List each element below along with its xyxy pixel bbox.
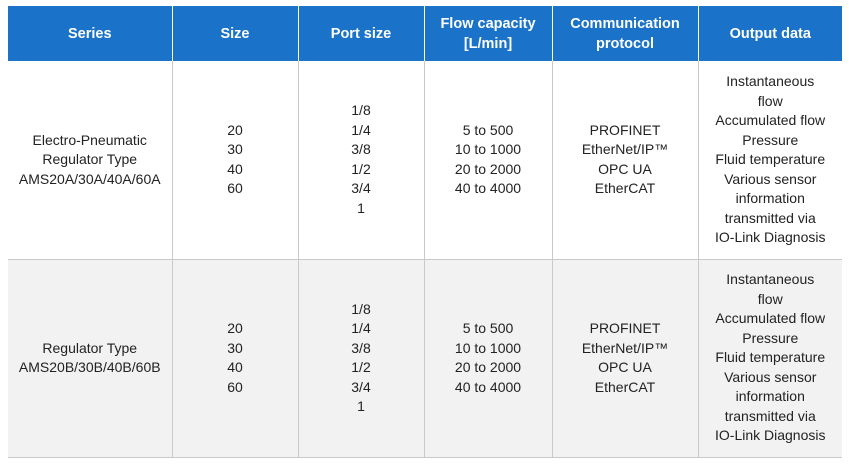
cell-output-data: Instantaneous flow Accumulated flow Pres… [697, 61, 842, 260]
cell-line: AMS20B/30B/40B/60B [18, 359, 161, 375]
cell-line: 40 to 4000 [454, 378, 522, 395]
cell-line: 3/4 [351, 378, 371, 395]
cell-line: transmitted via [724, 407, 816, 424]
cell-flow-capacity: 5 to 500 10 to 1000 20 to 2000 40 to 400… [423, 259, 552, 458]
header-series-label: Series [67, 25, 112, 42]
cell-line: 40 to 4000 [454, 180, 522, 197]
cell-line: Instantaneous [726, 271, 815, 288]
cell-line: 1/8 [351, 300, 371, 317]
header-series: Series [8, 6, 172, 61]
cell-line: 3/8 [351, 339, 371, 356]
header-output-data: Output data [697, 6, 842, 61]
table-row: Electro-Pneumatic Regulator Type AMS20A/… [8, 61, 842, 260]
product-spec-table: Series Size Port size Flow capacity [L/m… [8, 6, 842, 458]
cell-line: flow [757, 92, 783, 109]
cell-line: EtherCAT [594, 378, 656, 395]
cell-line: 10 to 1000 [454, 339, 522, 356]
cell-line: 3/4 [351, 180, 371, 197]
cell-line: EtherNet/IP™ [581, 141, 669, 158]
cell-line: Pressure [742, 131, 799, 148]
cell-line: 20 to 2000 [454, 359, 522, 375]
header-flow-capacity: Flow capacity [L/min] [423, 6, 552, 61]
cell-line: 20 [227, 121, 243, 138]
cell-line: 1/2 [351, 160, 371, 177]
cell-protocol: PROFINET EtherNet/IP™ OPC UA EtherCAT [551, 61, 698, 260]
cell-line: PROFINET [589, 121, 661, 138]
cell-line: 1 [357, 199, 365, 216]
cell-line: Fluid temperature [715, 349, 826, 366]
cell-line: 30 [227, 339, 243, 356]
cell-line: Accumulated flow [715, 112, 826, 128]
cell-flow-capacity: 5 to 500 10 to 1000 20 to 2000 40 to 400… [423, 61, 552, 260]
cell-line: 60 [227, 378, 243, 395]
cell-line: 5 to 500 [462, 121, 514, 138]
cell-line: 20 [227, 320, 243, 336]
cell-port-size: 1/8 1/4 3/8 1/2 3/4 1 [297, 61, 424, 260]
cell-size: 20 30 40 60 [171, 61, 298, 260]
cell-line: Various sensor [724, 170, 817, 187]
cell-line: OPC UA [598, 359, 652, 375]
header-flow-capacity-unit: [L/min] [463, 35, 513, 52]
cell-line: 1/4 [351, 121, 371, 138]
table-row: Regulator Type AMS20B/30B/40B/60B 20 30 … [8, 259, 842, 458]
cell-line: Electro-Pneumatic [32, 131, 147, 148]
cell-line: EtherCAT [594, 180, 656, 197]
header-output-data-label: Output data [729, 25, 811, 42]
cell-line: Regulator Type [42, 339, 138, 356]
cell-line: Fluid temperature [715, 151, 826, 167]
cell-line: 1 [357, 398, 365, 414]
cell-line: 1/8 [351, 102, 371, 119]
header-size-label: Size [220, 25, 250, 42]
cell-line: 60 [227, 180, 243, 197]
cell-line: 40 [227, 359, 243, 375]
table-header-row: Series Size Port size Flow capacity [L/m… [8, 6, 842, 61]
header-protocol-label-line1: Communication [570, 15, 680, 32]
cell-line: 30 [227, 141, 243, 158]
cell-line: Regulator Type [42, 151, 138, 167]
cell-line: PROFINET [589, 320, 661, 336]
cell-line: AMS20A/30A/40A/60A [18, 170, 161, 187]
cell-line: information [735, 388, 805, 405]
cell-port-size: 1/8 1/4 3/8 1/2 3/4 1 [297, 259, 424, 458]
cell-protocol: PROFINET EtherNet/IP™ OPC UA EtherCAT [551, 259, 698, 458]
cell-size: 20 30 40 60 [171, 259, 298, 458]
cell-line: 10 to 1000 [454, 141, 522, 158]
cell-line: 40 [227, 160, 243, 177]
cell-line: 20 to 2000 [454, 160, 522, 177]
cell-line: IO-Link Diagnosis [715, 229, 826, 245]
cell-line: 5 to 500 [462, 320, 514, 336]
header-flow-capacity-label: Flow capacity [440, 15, 536, 32]
cell-line: Instantaneous [726, 73, 815, 89]
cell-line: information [735, 190, 805, 206]
header-communication-protocol: Communication protocol [551, 6, 698, 61]
header-size: Size [171, 6, 298, 61]
header-port-size: Port size [297, 6, 424, 61]
cell-line: flow [757, 290, 783, 307]
cell-line: 3/8 [351, 141, 371, 158]
cell-line: EtherNet/IP™ [581, 339, 669, 356]
cell-line: OPC UA [598, 160, 652, 177]
header-protocol-label-line2: protocol [596, 35, 654, 52]
cell-line: 1/2 [351, 359, 371, 375]
cell-line: Pressure [742, 329, 799, 346]
cell-series: Regulator Type AMS20B/30B/40B/60B [8, 259, 172, 458]
cell-line: IO-Link Diagnosis [715, 427, 826, 444]
cell-line: transmitted via [724, 209, 816, 226]
cell-line: Accumulated flow [715, 310, 826, 327]
cell-line: Various sensor [724, 368, 817, 385]
cell-series: Electro-Pneumatic Regulator Type AMS20A/… [8, 61, 172, 260]
cell-line: 1/4 [351, 320, 371, 336]
header-port-size-label: Port size [330, 25, 392, 42]
cell-output-data: Instantaneous flow Accumulated flow Pres… [697, 259, 842, 458]
